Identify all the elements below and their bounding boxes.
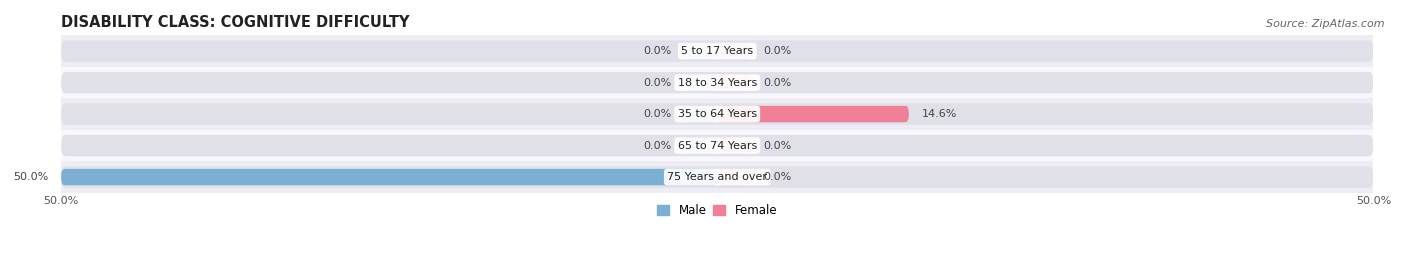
Text: 0.0%: 0.0% xyxy=(643,46,671,56)
FancyBboxPatch shape xyxy=(60,169,717,185)
Bar xyxy=(60,98,1374,130)
FancyBboxPatch shape xyxy=(60,103,1374,125)
FancyBboxPatch shape xyxy=(685,137,717,154)
Text: 35 to 64 Years: 35 to 64 Years xyxy=(678,109,756,119)
Text: 18 to 34 Years: 18 to 34 Years xyxy=(678,77,756,88)
Text: 5 to 17 Years: 5 to 17 Years xyxy=(681,46,754,56)
FancyBboxPatch shape xyxy=(717,106,908,122)
Text: 0.0%: 0.0% xyxy=(643,109,671,119)
FancyBboxPatch shape xyxy=(717,169,749,185)
Bar xyxy=(60,130,1374,161)
Text: 50.0%: 50.0% xyxy=(13,172,48,182)
Text: 0.0%: 0.0% xyxy=(763,46,792,56)
FancyBboxPatch shape xyxy=(717,75,749,91)
FancyBboxPatch shape xyxy=(685,43,717,59)
Text: 0.0%: 0.0% xyxy=(763,172,792,182)
FancyBboxPatch shape xyxy=(60,40,1374,62)
FancyBboxPatch shape xyxy=(60,135,1374,156)
FancyBboxPatch shape xyxy=(717,43,749,59)
FancyBboxPatch shape xyxy=(60,72,1374,93)
Legend: Male, Female: Male, Female xyxy=(652,199,782,222)
Bar xyxy=(60,35,1374,67)
FancyBboxPatch shape xyxy=(685,75,717,91)
Text: DISABILITY CLASS: COGNITIVE DIFFICULTY: DISABILITY CLASS: COGNITIVE DIFFICULTY xyxy=(60,15,409,30)
Text: 65 to 74 Years: 65 to 74 Years xyxy=(678,141,756,151)
Text: 0.0%: 0.0% xyxy=(763,77,792,88)
FancyBboxPatch shape xyxy=(60,166,1374,188)
Text: 75 Years and over: 75 Years and over xyxy=(668,172,768,182)
Bar xyxy=(60,67,1374,98)
Text: 0.0%: 0.0% xyxy=(763,141,792,151)
Text: Source: ZipAtlas.com: Source: ZipAtlas.com xyxy=(1267,19,1385,29)
Bar xyxy=(60,161,1374,193)
FancyBboxPatch shape xyxy=(717,137,749,154)
Text: 14.6%: 14.6% xyxy=(922,109,957,119)
Text: 0.0%: 0.0% xyxy=(643,77,671,88)
FancyBboxPatch shape xyxy=(685,106,717,122)
Text: 0.0%: 0.0% xyxy=(643,141,671,151)
